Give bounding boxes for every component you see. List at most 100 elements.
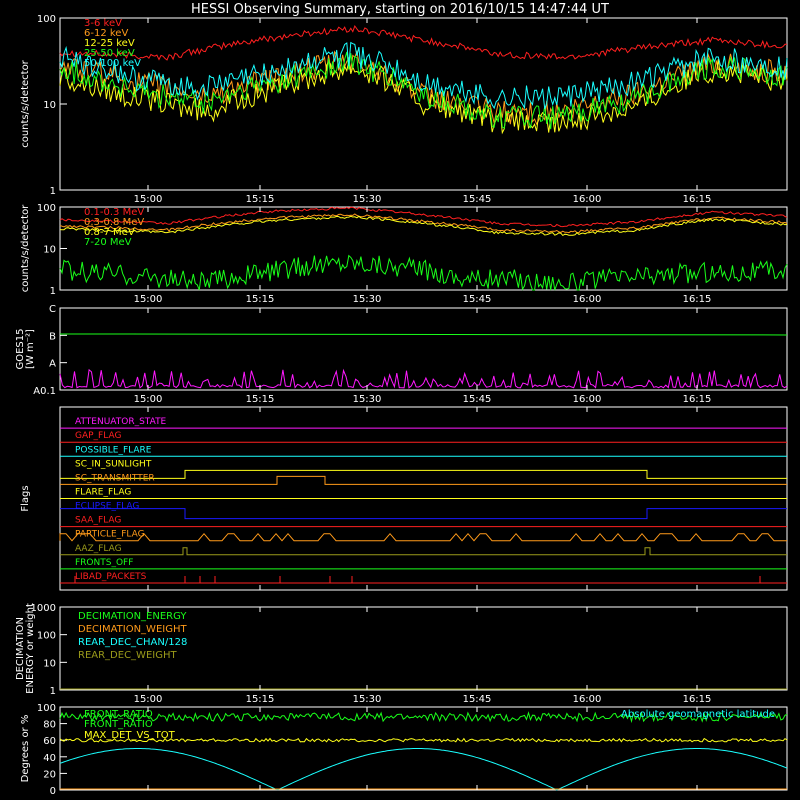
- panel6-frame: [59, 706, 788, 791]
- panel4-ylabel-0: Flags: [20, 485, 31, 511]
- panel5-xtick-label-4: 16:00: [573, 694, 602, 705]
- panel3-frame: [59, 307, 788, 391]
- panel4-flag-label-8: PARTICLE_FLAG: [75, 530, 145, 540]
- panel1-ytick-label-1: 10: [43, 100, 56, 111]
- panel4-flag-label-6: ECLIPSE_FLAG: [75, 502, 139, 512]
- panel2-series-3: [59, 254, 788, 291]
- panel6-series-3: [59, 748, 788, 791]
- panel6-ytick-label-1: 20: [43, 769, 56, 780]
- panel5-ytick-label-2: 100: [37, 631, 56, 642]
- panel1-ytick-label-0: 1: [50, 186, 56, 197]
- panel5-ytick-label-0: 1: [50, 686, 56, 697]
- panel4-flag-label-5: FLARE_FLAG: [75, 488, 131, 498]
- panel4-flag-label-4: SC_TRANSMITTER: [75, 473, 155, 483]
- panel4-flag-line-3: [60, 469, 787, 479]
- panel4-flag-label-1: GAP_FLAG: [75, 431, 121, 441]
- panel2-ytick-label-0: 1: [50, 286, 56, 297]
- panel5-legend-3: REAR_DEC_WEIGHT: [78, 650, 177, 661]
- panel3-ytick-label-3: C: [49, 304, 56, 315]
- panel1-xtick-label-0: 15:00: [134, 194, 163, 205]
- panel2-legend-3: 7-20 MeV: [84, 237, 132, 248]
- panel6-series-0: [59, 711, 788, 724]
- panel6-legend-3: Absolute geomagnetic latitude: [621, 709, 775, 720]
- panel6-ytick-label-0: 0: [50, 786, 56, 797]
- panel2-ytick-label-2: 100: [37, 203, 56, 214]
- panel1-legend-1: 6-12 keV: [84, 28, 128, 39]
- panel5-ytick-label-1: 10: [43, 658, 56, 669]
- panel1-series-0: [59, 24, 788, 61]
- panel5-ylabel-0: DECIMATION: [15, 617, 26, 680]
- panel2-legend-0: 0.1-0.3 MeV: [84, 207, 144, 218]
- panel2-xtick-label-2: 15:30: [353, 294, 382, 305]
- panel3-xtick-label-5: 16:15: [683, 394, 712, 405]
- panel2-legend-1: 0.3-0.8 MeV: [84, 217, 144, 228]
- panel3-ylabel-1: [W m⁻²]: [25, 329, 36, 369]
- panel4-flag-line-4: [60, 475, 787, 485]
- panel5-frame: [59, 606, 788, 691]
- panel1-legend-3: 25-50 keV: [84, 48, 135, 59]
- panel2-xtick-label-4: 16:00: [573, 294, 602, 305]
- panel1-legend-0: 3-6 keV: [84, 18, 122, 29]
- panel3-xtick-label-4: 16:00: [573, 394, 602, 405]
- panel1-xtick-label-3: 15:45: [463, 194, 492, 205]
- panel2-xtick-label-3: 15:45: [463, 294, 492, 305]
- panel3-ytick-label-0: A0.1: [33, 386, 56, 397]
- panel4-flag-label-7: SAA_FLAG: [75, 516, 121, 526]
- panel3-xtick-label-3: 15:45: [463, 394, 492, 405]
- panel3-ytick-label-1: A: [49, 359, 56, 370]
- panel4-flag-line-11: [60, 575, 787, 584]
- panel2-xtick-label-1: 15:15: [246, 294, 275, 305]
- panel3-xtick-label-2: 15:30: [353, 394, 382, 405]
- panel2-ytick-label-1: 10: [43, 245, 56, 256]
- panel6-legend-1: FRONT_RATIO: [84, 719, 153, 730]
- panel5-xtick-label-5: 16:15: [683, 694, 712, 705]
- panel1-ylabel-0: counts/s/detector: [20, 59, 31, 147]
- panel1-legend-4: 50-100 keV: [84, 58, 141, 69]
- panel2-series-2: [59, 215, 788, 237]
- panel1-xtick-label-2: 15:30: [353, 194, 382, 205]
- panel6-legend-0: FRONT_RATIO: [84, 709, 153, 720]
- panel4-flag-line-8: [59, 532, 787, 542]
- panel3-series-1: [59, 368, 788, 389]
- panel3-xtick-label-0: 15:00: [134, 394, 163, 405]
- panel6-ytick-label-2: 40: [43, 753, 56, 764]
- panel4-flag-line-9: [60, 547, 787, 556]
- panel1-legend-2: 12-25 keV: [84, 38, 135, 49]
- panel1-series-1: [59, 50, 788, 126]
- panel4-flag-label-11: LIBAD_PACKETS: [75, 572, 147, 582]
- panel3-xtick-label-1: 15:15: [246, 394, 275, 405]
- chart-title: HESSI Observing Summary, starting on 201…: [191, 2, 609, 17]
- panel2-legend-2: 0.8-7 MeV: [84, 227, 135, 238]
- panel3-series-0: [59, 333, 788, 336]
- panel1-series-2: [59, 59, 788, 135]
- panel4-flag-label-3: SC_IN_SUNLIGHT: [75, 459, 152, 469]
- panel4-flag-label-0: ATTENUATOR_STATE: [75, 417, 167, 427]
- panel2-series-1: [59, 213, 788, 234]
- panel6-legend-2: MAX_DET_VS_TOT: [84, 730, 176, 741]
- panel6-ytick-label-3: 60: [43, 736, 56, 747]
- panel3-ylabel-0: GOES15: [15, 328, 26, 369]
- panel5-xtick-label-2: 15:30: [353, 694, 382, 705]
- panel4-flag-line-6: [60, 508, 787, 520]
- panel5-ytick-label-3: 1000: [31, 603, 56, 614]
- panel2-series-0: [59, 206, 788, 228]
- panel1-xtick-label-1: 15:15: [246, 194, 275, 205]
- panel1-xtick-label-4: 16:00: [573, 194, 602, 205]
- panel2-xtick-label-0: 15:00: [134, 294, 163, 305]
- panel5-xtick-label-0: 15:00: [134, 694, 163, 705]
- panel5-legend-2: REAR_DEC_CHAN/128: [78, 637, 187, 648]
- panel5-legend-0: DECIMATION_ENERGY: [78, 611, 187, 622]
- panel1-ytick-label-2: 100: [37, 14, 56, 25]
- panel4-flag-label-10: FRONTS_OFF: [75, 558, 133, 568]
- panel6-series-2: [59, 737, 788, 743]
- panel2-ylabel-0: counts/s/detector: [20, 204, 31, 292]
- panel6-ytick-label-4: 80: [43, 720, 56, 731]
- panel6-ylabel-0: Degrees or %: [20, 715, 31, 783]
- panel1-series-4: [59, 41, 788, 110]
- panel2-xtick-label-5: 16:15: [683, 294, 712, 305]
- panel3-ytick-label-2: B: [49, 331, 56, 342]
- panel5-xtick-label-1: 15:15: [246, 694, 275, 705]
